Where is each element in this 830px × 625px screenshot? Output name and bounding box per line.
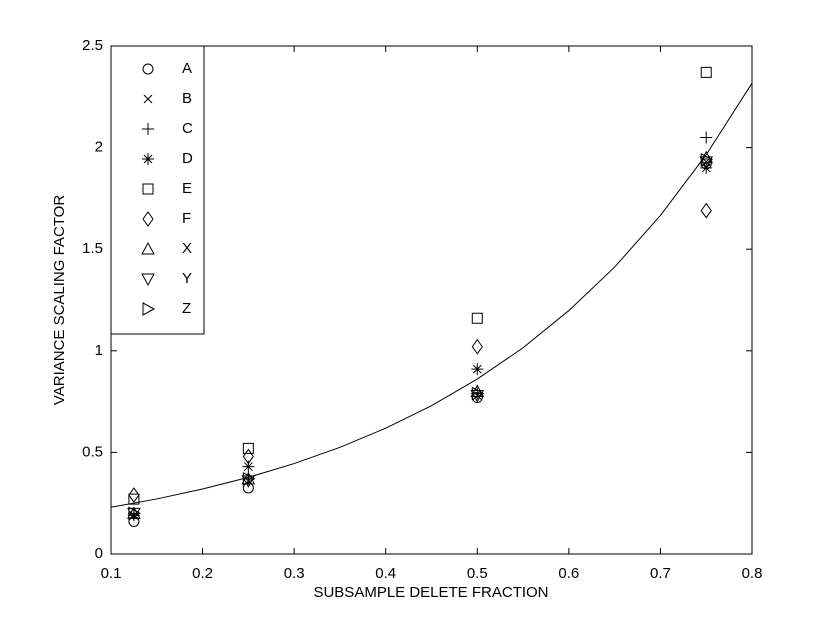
x-axis-label: SUBSAMPLE DELETE FRACTION	[313, 584, 548, 601]
data-point	[242, 460, 255, 473]
data-point	[128, 487, 140, 503]
legend-label: X	[182, 240, 192, 257]
x-tick-label: 0.2	[192, 565, 213, 582]
data-point	[700, 66, 712, 78]
y-tick-label: 0	[95, 545, 103, 562]
x-tick-label: 0.1	[101, 565, 122, 582]
legend-label: B	[182, 90, 192, 107]
data-point	[700, 152, 714, 167]
legend-marker	[142, 123, 154, 135]
legend-marker	[142, 153, 154, 165]
data-point	[700, 202, 712, 219]
x-tick-label: 0.8	[742, 565, 763, 582]
legend-label: E	[182, 180, 192, 197]
data-point	[471, 338, 483, 355]
legend-marker	[141, 273, 155, 287]
x-tick-label: 0.3	[284, 565, 305, 582]
y-tick-label: 0.5	[82, 443, 103, 460]
legend-label: D	[182, 150, 193, 167]
data-point	[471, 386, 485, 401]
legend-label: F	[182, 210, 191, 227]
data-point	[241, 471, 256, 485]
legend-marker	[142, 63, 154, 75]
data-point	[128, 493, 140, 505]
legend-box	[110, 45, 205, 335]
legend-marker	[141, 241, 155, 255]
y-axis-label: VARIANCE SCALING FACTOR	[51, 195, 68, 405]
data-point	[127, 509, 140, 522]
data-point	[471, 312, 483, 324]
data-point	[128, 506, 141, 521]
data-point	[127, 507, 141, 521]
data-point	[242, 448, 254, 465]
legend-label: C	[182, 120, 193, 137]
y-tick-label: 1	[95, 342, 103, 359]
legend-label: Y	[182, 270, 192, 287]
legend-label: Z	[182, 300, 191, 317]
legend-marker	[143, 94, 153, 104]
data-point	[242, 471, 256, 486]
x-tick-label: 0.7	[650, 565, 671, 582]
data-point	[471, 363, 484, 376]
data-point	[242, 442, 254, 454]
y-tick-label: 1.5	[82, 240, 103, 257]
legend-label: A	[182, 60, 192, 77]
fit-curve	[110, 82, 753, 508]
y-tick-label: 2.5	[82, 37, 103, 54]
y-tick-label: 2	[95, 139, 103, 156]
legend-marker	[142, 211, 154, 227]
x-tick-label: 0.4	[375, 565, 396, 582]
legend-marker	[142, 302, 156, 316]
x-tick-label: 0.5	[467, 565, 488, 582]
legend-marker	[142, 183, 154, 195]
data-point	[700, 131, 713, 144]
plot-frame	[110, 45, 753, 555]
data-point	[128, 516, 140, 527]
x-tick-label: 0.6	[558, 565, 579, 582]
